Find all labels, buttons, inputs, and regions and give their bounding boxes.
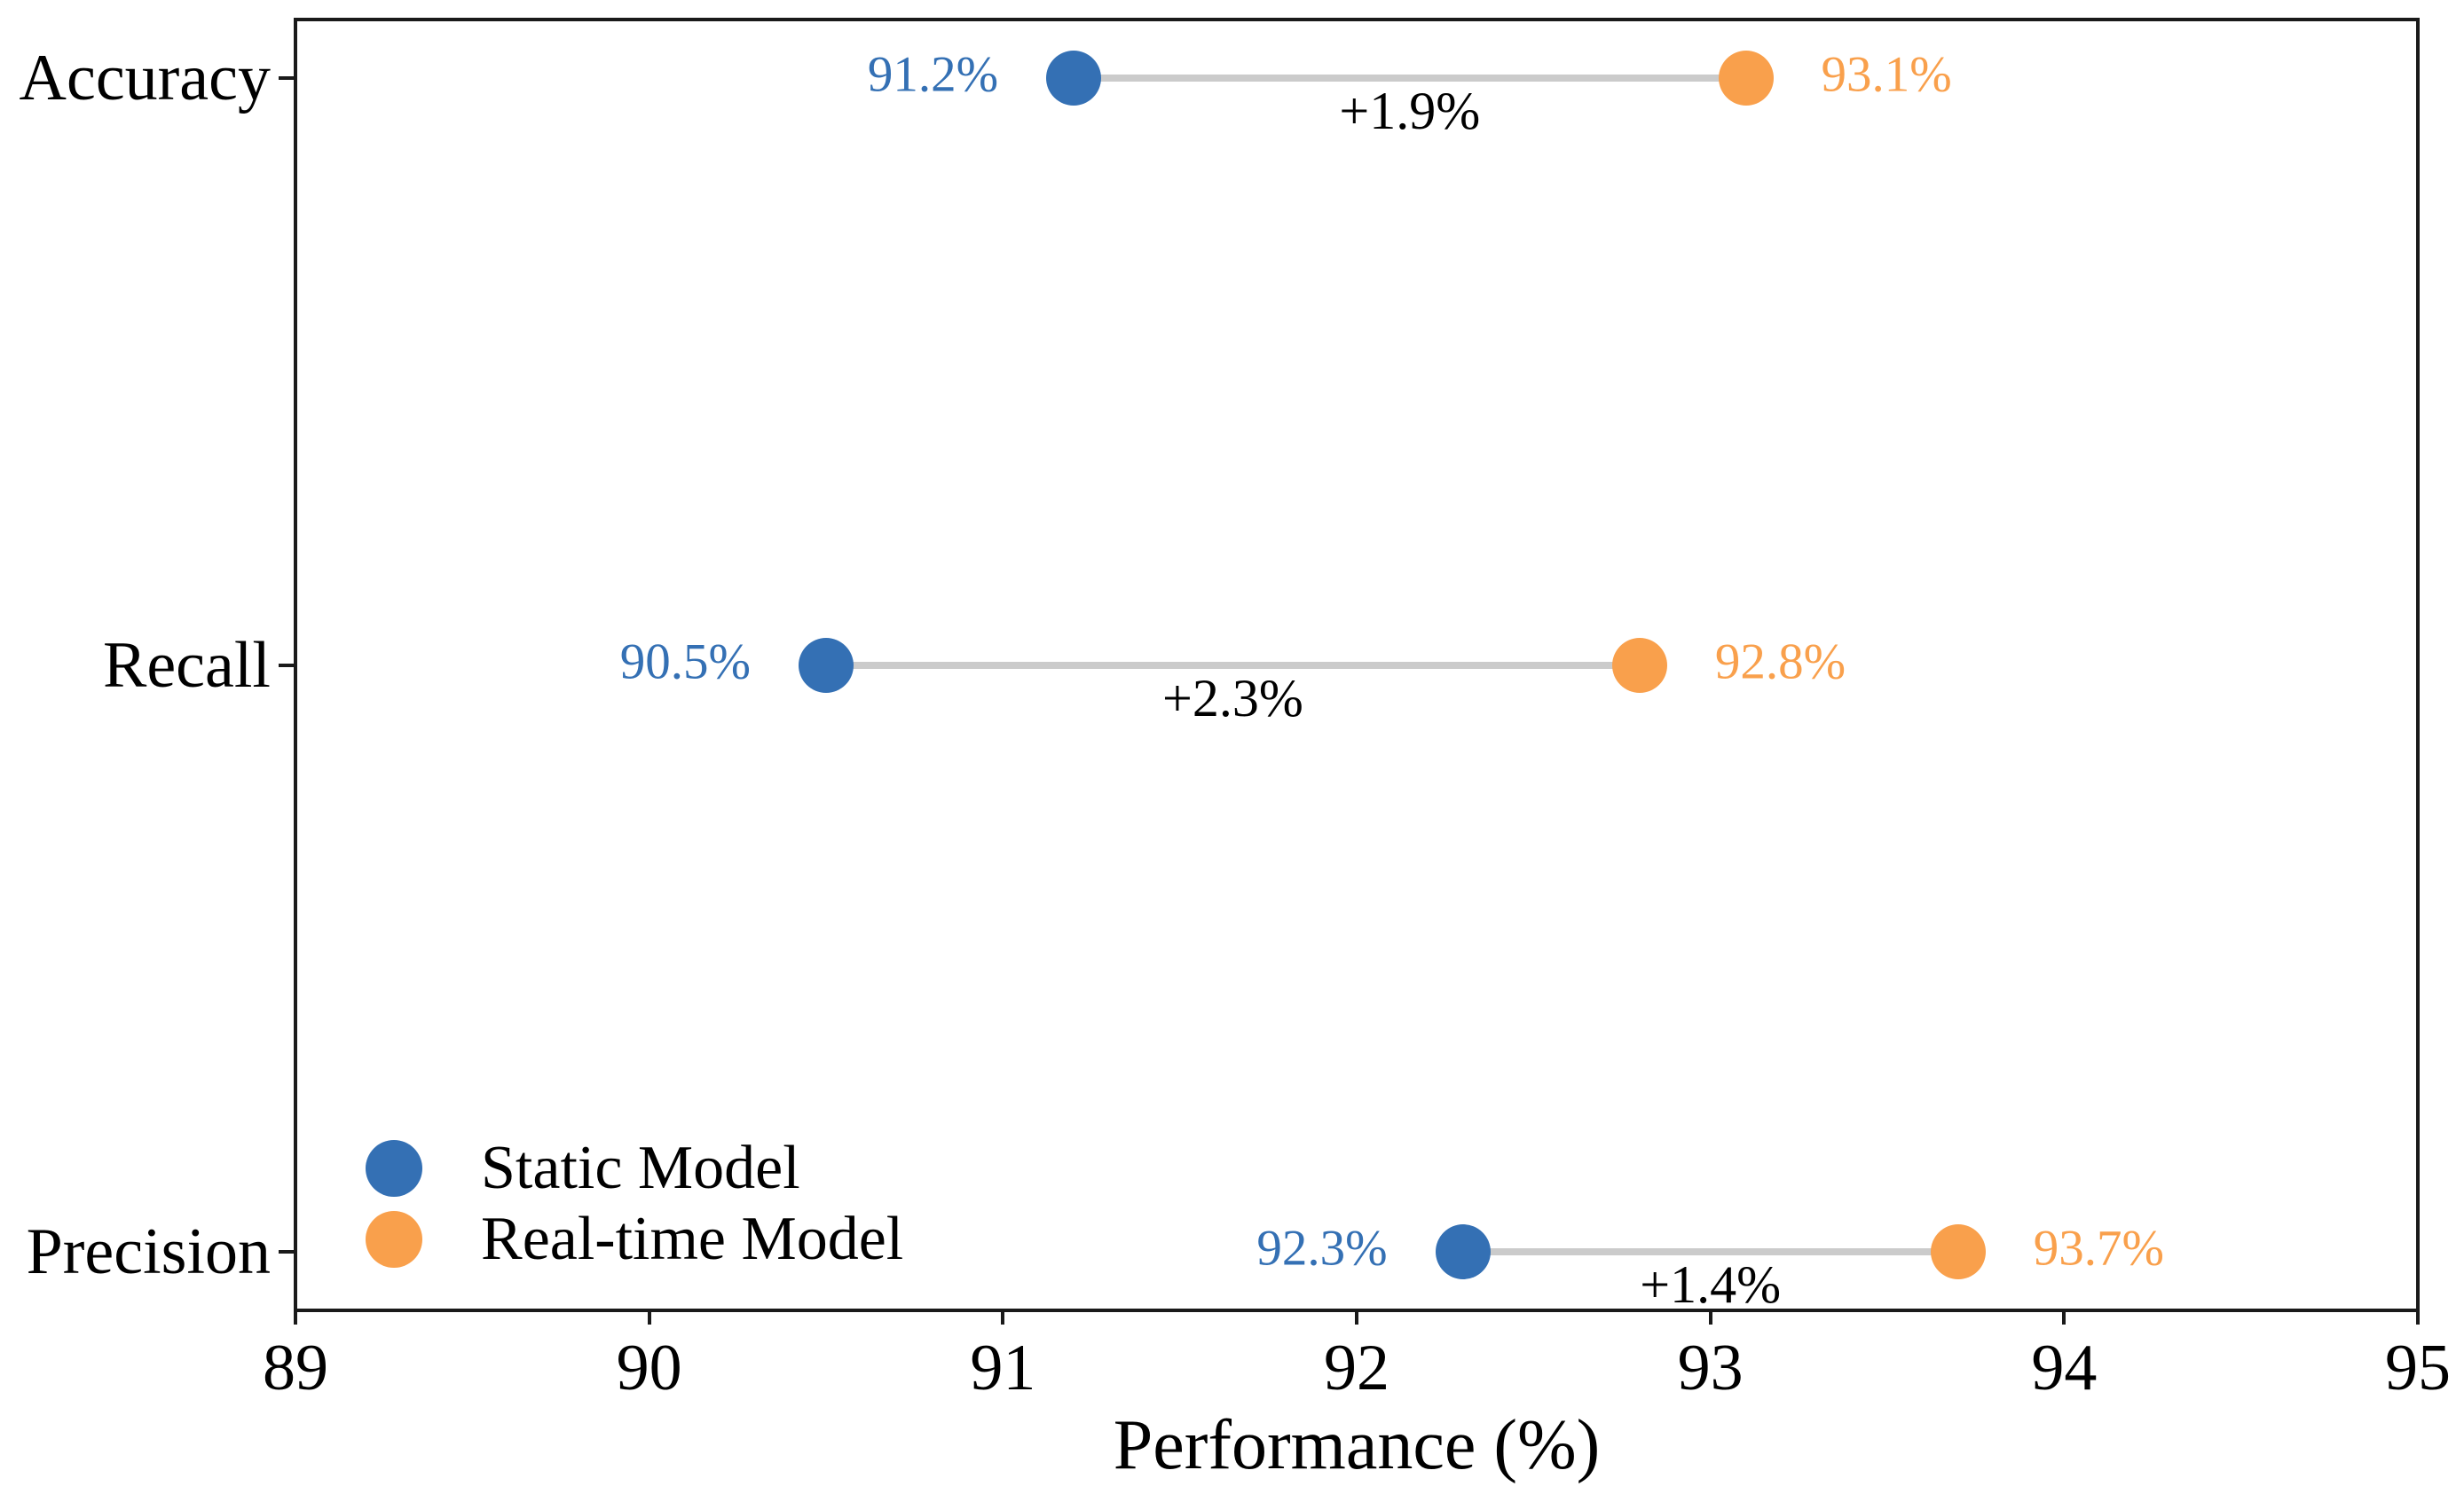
realtime-model-point <box>1611 637 1667 693</box>
legend-item-static-model: Static Model <box>366 1133 903 1204</box>
improvement-delta-label: +1.9% <box>1339 82 1481 141</box>
chart-legend: Static Model Real-time Model <box>366 1133 903 1275</box>
x-axis-tick-label: 89 <box>263 1332 328 1404</box>
realtime-model-value-label: 93.1% <box>1821 46 1952 103</box>
legend-label-static-model: Static Model <box>481 1134 800 1202</box>
static-model-marker-icon <box>366 1140 422 1197</box>
dumbbell-connector-line <box>1462 1247 1958 1255</box>
y-axis-tick-mark <box>279 663 295 667</box>
realtime-model-value-label: 93.7% <box>2033 1220 2164 1277</box>
x-axis-tick-mark <box>1001 1310 1005 1325</box>
dumbbell-connector-line <box>1074 75 1746 83</box>
x-axis-tick-label: 91 <box>970 1332 1036 1404</box>
realtime-model-value-label: 92.8% <box>1714 633 1846 689</box>
y-axis-category-label: Accuracy <box>19 42 271 115</box>
x-axis-tick-mark <box>2416 1310 2420 1325</box>
x-axis-title: Performance (%) <box>1113 1406 1601 1484</box>
realtime-model-point <box>1718 51 1774 106</box>
x-axis-tick-label: 94 <box>2031 1332 2098 1404</box>
static-model-value-label: 92.3% <box>1256 1220 1388 1277</box>
static-model-point <box>799 637 854 693</box>
y-axis-tick-mark <box>279 1249 295 1254</box>
legend-item-realtime-model: Real-time Model <box>366 1204 903 1275</box>
improvement-delta-label: +1.4% <box>1640 1254 1782 1314</box>
realtime-model-marker-icon <box>366 1211 422 1268</box>
dumbbell-connector-line <box>826 661 1640 669</box>
x-axis-tick-label: 90 <box>616 1332 682 1404</box>
y-axis-category-label: Precision <box>26 1215 271 1288</box>
y-axis-category-label: Recall <box>102 628 271 702</box>
improvement-delta-label: +2.3% <box>1162 668 1303 727</box>
y-axis-tick-mark <box>279 76 295 81</box>
x-axis-tick-mark <box>647 1310 651 1325</box>
static-model-point <box>1046 51 1102 106</box>
x-axis-tick-label: 95 <box>2385 1332 2451 1404</box>
realtime-model-point <box>1930 1223 1986 1279</box>
x-axis-tick-mark <box>1708 1310 1712 1325</box>
legend-label-realtime-model: Real-time Model <box>481 1205 904 1273</box>
static-model-value-label: 91.2% <box>867 46 999 103</box>
x-axis-tick-mark <box>2062 1310 2066 1325</box>
static-model-value-label: 90.5% <box>619 633 751 689</box>
x-axis-tick-mark <box>294 1310 297 1325</box>
x-axis-tick-label: 93 <box>1677 1332 1744 1404</box>
x-axis-tick-mark <box>1355 1310 1358 1325</box>
static-model-point <box>1435 1223 1491 1279</box>
x-axis-tick-label: 92 <box>1324 1332 1389 1404</box>
